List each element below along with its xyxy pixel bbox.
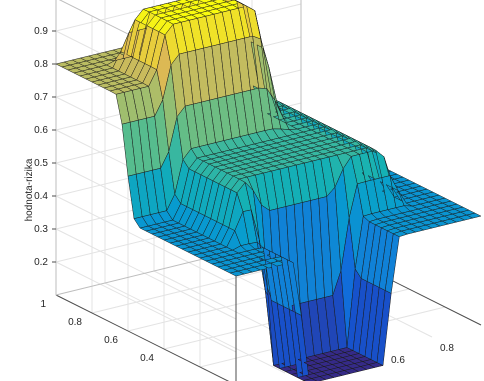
z-tick-label: 0.8 — [34, 59, 48, 70]
z-tick-labels: 0.2 0.3 0.4 0.5 0.6 0.7 0.8 0.9 — [34, 26, 56, 268]
grid-line — [104, 282, 286, 374]
y-tick-labels: 0.4 0.6 0.8 1 — [40, 299, 154, 364]
y-tick-label: 1 — [40, 299, 46, 310]
axis-edge — [55, 294, 230, 381]
surface-mesh — [55, 0, 482, 381]
z-tick-label: 0.3 — [34, 224, 48, 235]
grid-line — [55, 228, 237, 320]
y-tick-label: 0.6 — [104, 335, 118, 346]
z-tick-label: 0.4 — [34, 191, 48, 202]
z-tick-label: 0.2 — [34, 257, 48, 268]
surface-face — [466, 212, 482, 219]
grid-line — [55, 261, 237, 353]
z-tick-label: 0.5 — [34, 158, 48, 169]
z-tick-label: 0.7 — [34, 92, 48, 103]
y-tick-label: 0.4 — [140, 353, 154, 364]
x-tick-labels: 0.6 0.8 — [391, 343, 454, 366]
x-tick-label: 0.6 — [391, 355, 405, 366]
x-tick-label: 0.8 — [440, 343, 454, 354]
z-tick-label: 0.9 — [34, 26, 48, 37]
z-tick-label: 0.6 — [34, 125, 48, 136]
grid-line — [55, 195, 237, 287]
z-axis-label: hodnota-rizika — [24, 158, 35, 221]
y-tick-label: 0.8 — [68, 317, 82, 328]
